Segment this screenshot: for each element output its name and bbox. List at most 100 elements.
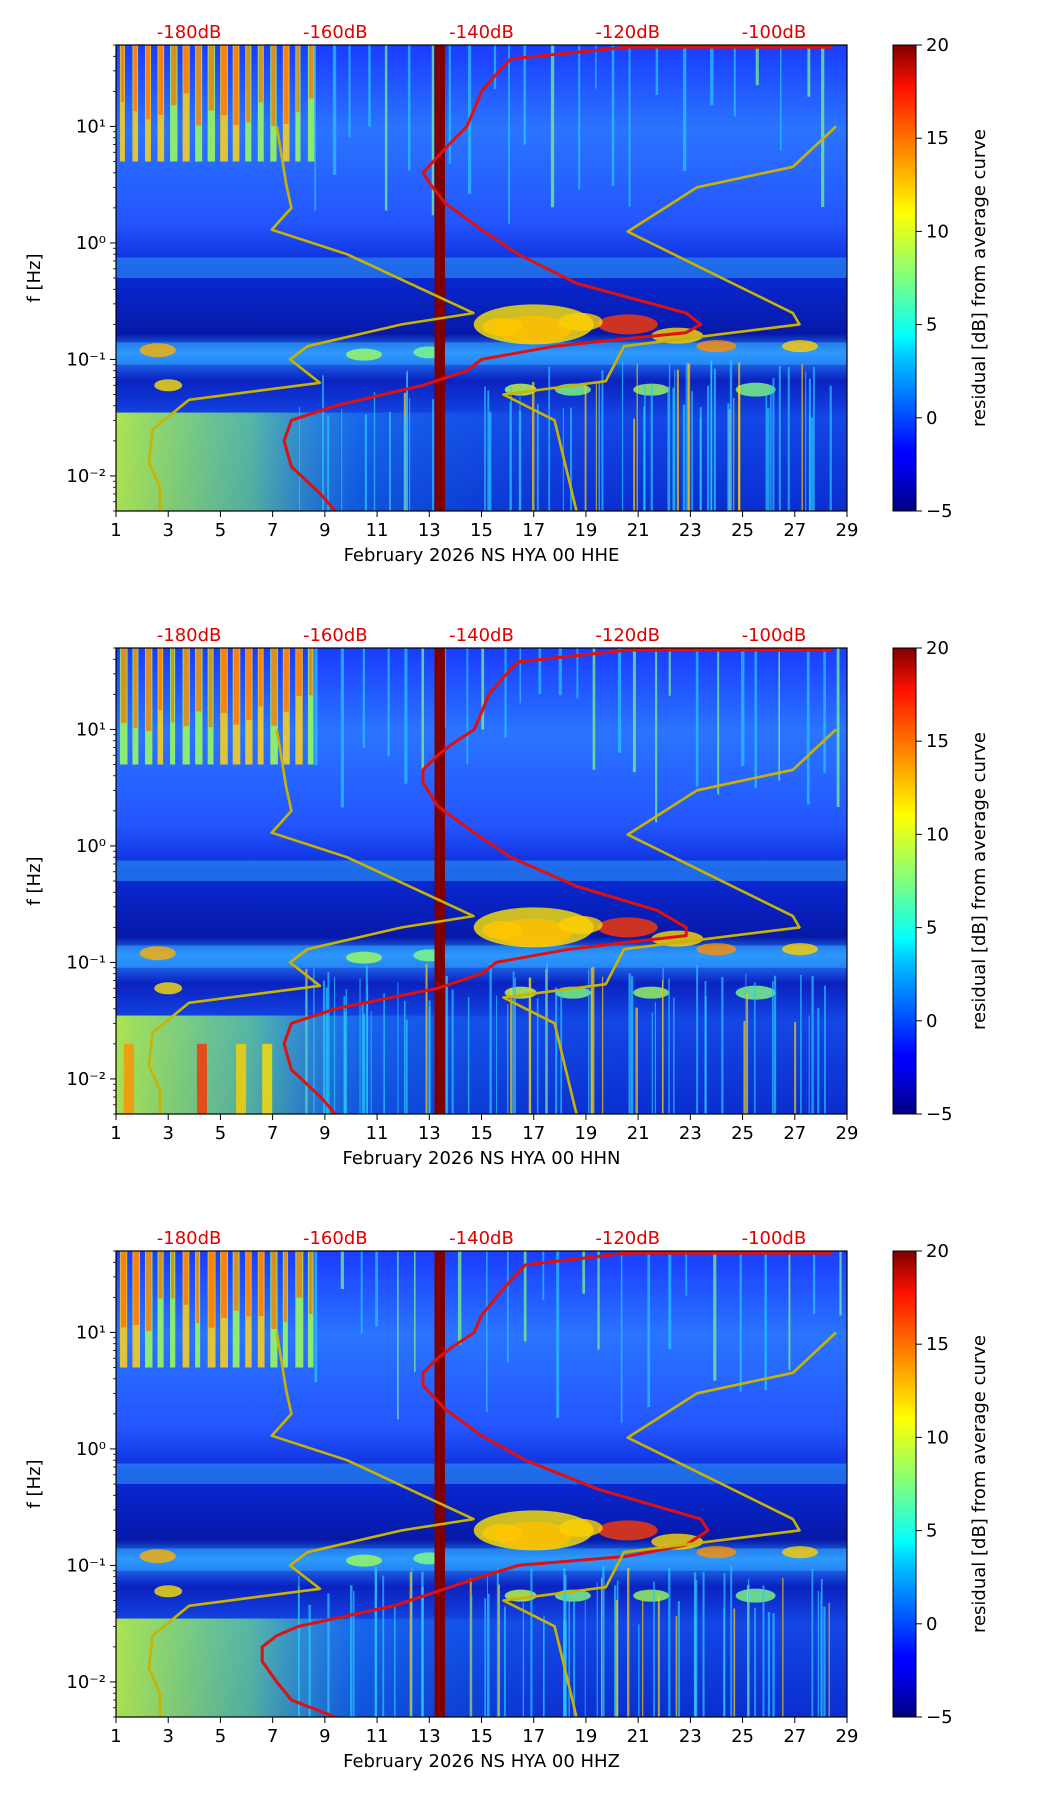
x-tick-label: 5 [215, 520, 226, 541]
colorbar-tick-label: 20 [926, 638, 949, 659]
x-tick-label: 5 [215, 1123, 226, 1144]
top-db-label: -120dB [595, 625, 660, 646]
storm-event [735, 1588, 776, 1603]
x-tick-label: 19 [574, 1726, 597, 1747]
x-tick-label: 15 [470, 1123, 493, 1144]
x-tick-label: 11 [366, 1123, 389, 1144]
y-tick-label: 10⁻¹ [66, 952, 106, 973]
colorbar [892, 44, 917, 512]
x-axis-label: February 2026 NS HYA 00 HHZ [343, 1751, 620, 1772]
x-axis-label: February 2026 NS HYA 00 HHE [344, 545, 620, 566]
low-frequency-transient [123, 1043, 134, 1114]
top-db-label: -140dB [449, 22, 514, 43]
nhnm-curve [502, 125, 837, 511]
colorbar-tick-label: −5 [926, 1104, 953, 1125]
transients [123, 962, 826, 1114]
storm-event [597, 917, 658, 938]
x-tick-label: 27 [783, 520, 806, 541]
storm-event [139, 1549, 176, 1564]
low-frequency-transient [196, 1043, 207, 1114]
x-axis-label: February 2026 NS HYA 00 HHN [343, 1148, 621, 1169]
colorbar-tick-label: 15 [926, 1334, 949, 1355]
top-db-label: -180dB [157, 625, 222, 646]
x-tick-label: 23 [679, 520, 702, 541]
colorbar-tick-label: 20 [926, 1241, 949, 1262]
storm-event [782, 1546, 819, 1559]
storm-event [139, 343, 176, 358]
storm-event [154, 379, 183, 392]
storm-event [482, 1523, 523, 1542]
nlnm-curve [147, 126, 475, 511]
microseism-band [116, 257, 847, 278]
top-db-label: -120dB [595, 22, 660, 43]
storm-event [696, 340, 737, 353]
y-tick-label: 10⁻² [66, 1672, 106, 1693]
top-db-label: -180dB [157, 1228, 222, 1249]
storm-event [558, 312, 603, 331]
spectrogram-area [116, 648, 847, 1114]
top-db-label: -160dB [303, 22, 368, 43]
x-tick-label: 21 [627, 1123, 650, 1144]
nhnm-curve [502, 1331, 837, 1717]
y-tick-label: 10⁻² [66, 466, 106, 487]
top-db-label: -180dB [157, 22, 222, 43]
x-tick-label: 15 [470, 520, 493, 541]
nlnm-curve [147, 1332, 475, 1717]
top-db-label: -140dB [449, 1228, 514, 1249]
colorbar-tick-label: −5 [926, 501, 953, 522]
colorbar-tick-label: 5 [926, 918, 937, 939]
colorbar-tick-label: −5 [926, 1707, 953, 1728]
x-tick-label: 7 [267, 1726, 278, 1747]
spectrogram-area [116, 45, 847, 511]
x-tick-label: 23 [679, 1726, 702, 1747]
x-tick-label: 19 [574, 1123, 597, 1144]
data-gap-band [434, 648, 445, 1114]
colorbar-label: residual [dB] from average curve [969, 732, 990, 1030]
storm-event [782, 340, 819, 353]
spectrogram-area [116, 1251, 847, 1717]
colorbar-tick-label: 0 [926, 1614, 937, 1635]
x-tick-label: 29 [836, 1726, 859, 1747]
nhnm-curve [502, 728, 837, 1114]
daily-noise-stripes [119, 45, 825, 224]
top-db-label: -100dB [742, 625, 807, 646]
x-tick-label: 5 [215, 1726, 226, 1747]
data-gap-band [434, 1251, 445, 1717]
storm-event [154, 1585, 183, 1598]
storm-event [482, 920, 523, 939]
storm-event [346, 348, 383, 361]
x-tick-label: 3 [162, 1123, 173, 1144]
x-tick-label: 25 [731, 520, 754, 541]
y-tick-label: 10⁻¹ [66, 1555, 106, 1576]
x-tick-label: 13 [418, 1726, 441, 1747]
x-tick-label: 3 [162, 520, 173, 541]
x-tick-label: 9 [319, 1123, 330, 1144]
x-tick-label: 27 [783, 1123, 806, 1144]
y-tick-label: 10¹ [76, 116, 106, 137]
y-tick-label: 10⁻² [66, 1069, 106, 1090]
x-tick-label: 29 [836, 1123, 859, 1144]
x-tick-label: 1 [110, 1123, 121, 1144]
x-tick-label: 7 [267, 520, 278, 541]
top-db-label: -120dB [595, 1228, 660, 1249]
colorbar-label: residual [dB] from average curve [969, 129, 990, 427]
x-tick-label: 17 [522, 1123, 545, 1144]
x-tick-label: 11 [366, 1726, 389, 1747]
colorbar-tick-label: 15 [926, 731, 949, 752]
colorbar-label: residual [dB] from average curve [969, 1335, 990, 1633]
low-frequency-transient [236, 1043, 247, 1114]
top-db-label: -100dB [742, 22, 807, 43]
storm-event [782, 943, 819, 956]
x-tick-label: 15 [470, 1726, 493, 1747]
colorbar-tick-label: 5 [926, 1521, 937, 1542]
x-tick-label: 13 [418, 1123, 441, 1144]
microseism-band [116, 1463, 847, 1484]
x-tick-label: 7 [267, 1123, 278, 1144]
storm-event [651, 1533, 704, 1550]
storm-event [633, 1589, 670, 1602]
nlnm-curve [147, 729, 475, 1114]
colorbar-tick-label: 10 [926, 221, 949, 242]
